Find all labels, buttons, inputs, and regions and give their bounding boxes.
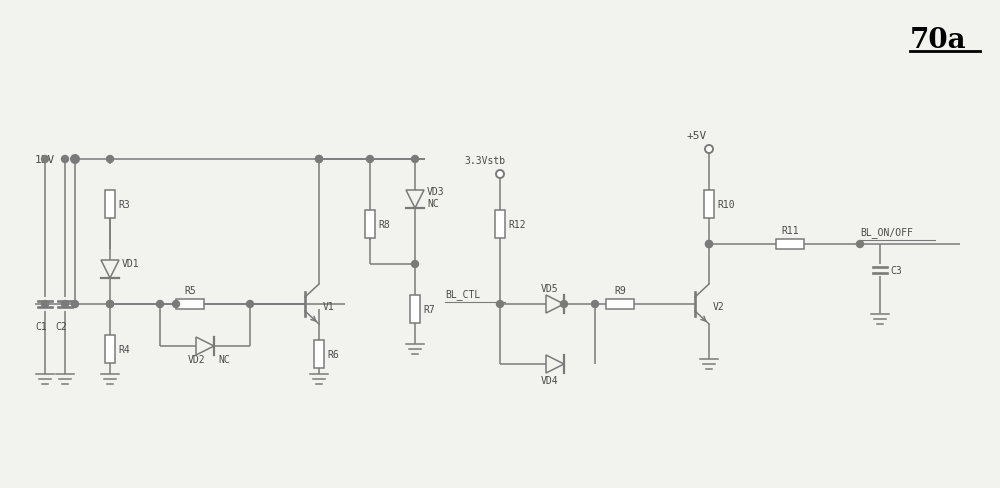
Circle shape [560, 301, 568, 308]
Circle shape [412, 156, 419, 163]
Circle shape [62, 156, 69, 163]
Text: VD5: VD5 [541, 284, 559, 293]
Text: BL_CTL: BL_CTL [445, 289, 480, 300]
Text: NC: NC [427, 199, 439, 208]
Circle shape [72, 156, 79, 163]
Text: R6: R6 [327, 349, 339, 359]
Circle shape [706, 241, 712, 248]
Bar [704, 191, 714, 219]
Bar [776, 240, 804, 249]
Circle shape [247, 301, 254, 308]
Bar [365, 210, 375, 239]
Text: V2: V2 [713, 302, 725, 311]
Circle shape [706, 241, 712, 248]
Text: R9: R9 [614, 285, 626, 295]
Text: VD2: VD2 [188, 354, 206, 364]
Text: R12: R12 [508, 220, 526, 229]
Text: V1: V1 [323, 302, 335, 311]
Text: R7: R7 [423, 305, 435, 314]
Text: 70a: 70a [910, 26, 967, 53]
Circle shape [107, 301, 114, 308]
Text: NC: NC [218, 354, 230, 364]
Bar [495, 210, 505, 239]
Circle shape [856, 241, 864, 248]
Text: R3: R3 [118, 200, 130, 209]
Text: R5: R5 [184, 285, 196, 295]
Circle shape [173, 301, 180, 308]
Circle shape [62, 301, 69, 308]
Circle shape [705, 146, 713, 154]
Text: +5V: +5V [687, 131, 707, 141]
Bar [606, 299, 634, 309]
Circle shape [497, 301, 504, 308]
Circle shape [316, 156, 323, 163]
Circle shape [496, 171, 504, 179]
Circle shape [367, 156, 374, 163]
Text: R4: R4 [118, 345, 130, 354]
Circle shape [157, 301, 164, 308]
Bar [105, 335, 115, 363]
Circle shape [412, 261, 419, 268]
Text: VD4: VD4 [541, 375, 559, 385]
Text: R8: R8 [378, 220, 390, 229]
Text: 3.3Vstb: 3.3Vstb [464, 156, 506, 165]
Text: C1: C1 [35, 321, 47, 331]
Text: R10: R10 [717, 200, 735, 209]
Text: BL_ON/OFF: BL_ON/OFF [860, 227, 913, 238]
Bar [314, 340, 324, 368]
Circle shape [107, 156, 114, 163]
Bar [176, 299, 204, 309]
Text: VD1: VD1 [122, 259, 140, 268]
Circle shape [316, 156, 323, 163]
Circle shape [42, 301, 49, 308]
Circle shape [42, 156, 49, 163]
Circle shape [71, 156, 79, 163]
Text: 12V: 12V [35, 155, 55, 164]
Text: R11: R11 [781, 225, 799, 236]
Circle shape [592, 301, 598, 308]
Circle shape [107, 301, 114, 308]
Text: C2: C2 [55, 321, 67, 331]
Text: VD3: VD3 [427, 186, 445, 197]
Bar [105, 191, 115, 219]
Bar [410, 295, 420, 324]
Circle shape [72, 301, 79, 308]
Text: C3: C3 [890, 265, 902, 275]
